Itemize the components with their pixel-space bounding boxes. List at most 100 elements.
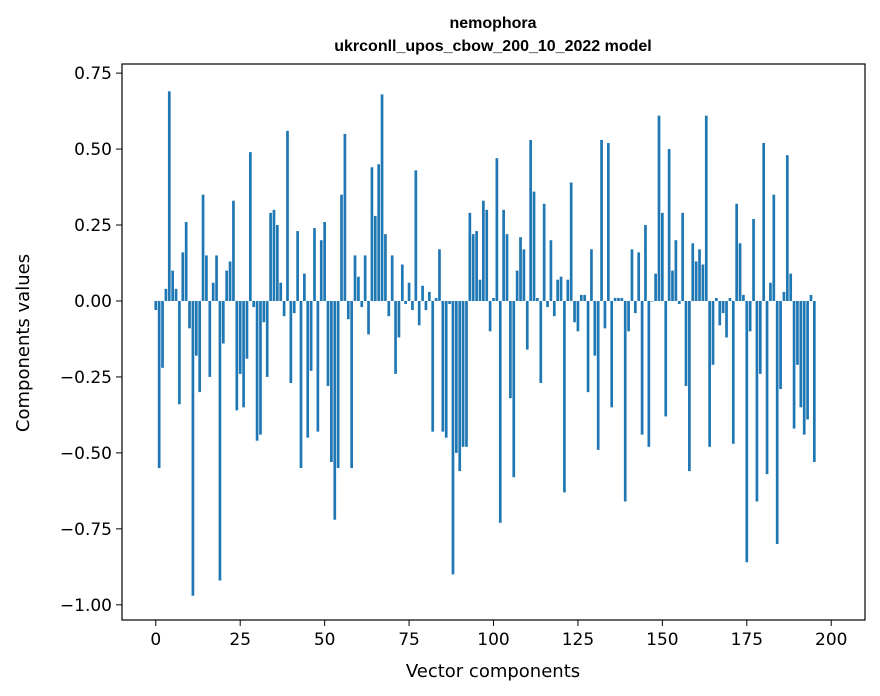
bar	[532, 191, 536, 301]
bar	[360, 300, 364, 308]
bar	[164, 288, 168, 301]
x-tick-label: 50	[314, 630, 336, 650]
bar	[681, 212, 684, 301]
bar	[461, 300, 465, 447]
bar	[191, 300, 195, 596]
bar	[488, 300, 492, 332]
bar	[772, 194, 776, 301]
bar	[704, 115, 708, 301]
bar	[721, 300, 725, 314]
bar	[728, 297, 732, 301]
bar	[444, 300, 448, 438]
bar	[552, 300, 556, 317]
y-tick-label: −0.50	[60, 444, 112, 464]
bar	[373, 215, 377, 301]
plot-frame	[121, 63, 866, 621]
x-axis-label: Vector components	[406, 661, 580, 682]
bar	[458, 300, 462, 472]
bar	[617, 297, 620, 301]
bar	[313, 228, 316, 301]
bar	[292, 300, 296, 314]
bar	[485, 209, 489, 301]
x-tick-label: 125	[562, 630, 594, 650]
bar	[286, 130, 289, 301]
bar	[579, 294, 583, 301]
bar	[370, 167, 374, 301]
bar	[498, 300, 502, 523]
bar	[248, 152, 252, 301]
bar	[387, 300, 391, 317]
bar	[201, 194, 205, 301]
bar	[536, 297, 539, 301]
bar	[539, 300, 543, 384]
bar	[765, 300, 769, 475]
bar	[758, 300, 762, 374]
bar	[502, 209, 505, 301]
bar	[414, 170, 418, 301]
bar	[583, 294, 587, 301]
bar	[181, 252, 185, 301]
bar	[775, 300, 779, 545]
bar	[785, 155, 789, 301]
bar	[593, 300, 597, 356]
bar	[563, 300, 566, 493]
bar	[299, 300, 303, 469]
bar	[654, 273, 657, 301]
bar	[708, 300, 711, 447]
y-tick-label: 0.75	[74, 64, 112, 84]
bar	[647, 300, 651, 447]
bar	[272, 209, 276, 301]
x-tick-label: 25	[229, 630, 251, 650]
bar	[779, 300, 782, 390]
bar	[154, 300, 158, 311]
bar	[590, 249, 593, 301]
x-tick-label: 0	[150, 630, 161, 650]
bar	[282, 300, 286, 317]
bar	[711, 300, 715, 365]
bar	[427, 291, 431, 301]
bar	[400, 264, 404, 301]
bar	[242, 300, 245, 408]
bar	[357, 276, 360, 301]
bar	[269, 212, 272, 301]
y-tick-label: 0.25	[74, 216, 112, 236]
bar	[782, 291, 786, 301]
bar	[752, 218, 755, 301]
bars-group	[154, 91, 816, 596]
bar	[688, 300, 691, 472]
bar	[353, 255, 357, 301]
bar	[276, 225, 279, 301]
bar	[411, 300, 414, 311]
bar	[657, 115, 661, 301]
bar	[677, 300, 681, 305]
bar	[661, 212, 664, 301]
bar	[279, 282, 283, 301]
bar	[586, 300, 590, 393]
bar	[633, 300, 637, 314]
bar	[262, 300, 266, 323]
bar	[390, 255, 394, 301]
bar	[319, 240, 323, 301]
bar	[363, 255, 367, 301]
bar	[336, 300, 340, 469]
x-tick-label: 200	[815, 630, 847, 650]
bar	[235, 300, 239, 411]
bar	[613, 297, 617, 301]
bar	[397, 300, 401, 338]
bar	[404, 300, 408, 305]
bar	[762, 142, 766, 301]
y-tick-label: 0.00	[74, 292, 112, 312]
bar	[738, 243, 742, 301]
bar	[542, 203, 546, 301]
bar	[610, 300, 614, 408]
bar	[566, 279, 570, 301]
bar	[303, 273, 306, 301]
chart-subtitle: ukrconll_upos_cbow_200_10_2022 model	[334, 38, 651, 55]
bar	[549, 240, 553, 301]
bar	[350, 300, 353, 469]
bar	[667, 149, 671, 301]
bar	[515, 270, 519, 301]
bar	[718, 300, 722, 326]
bar	[606, 142, 610, 301]
bar	[255, 300, 259, 441]
